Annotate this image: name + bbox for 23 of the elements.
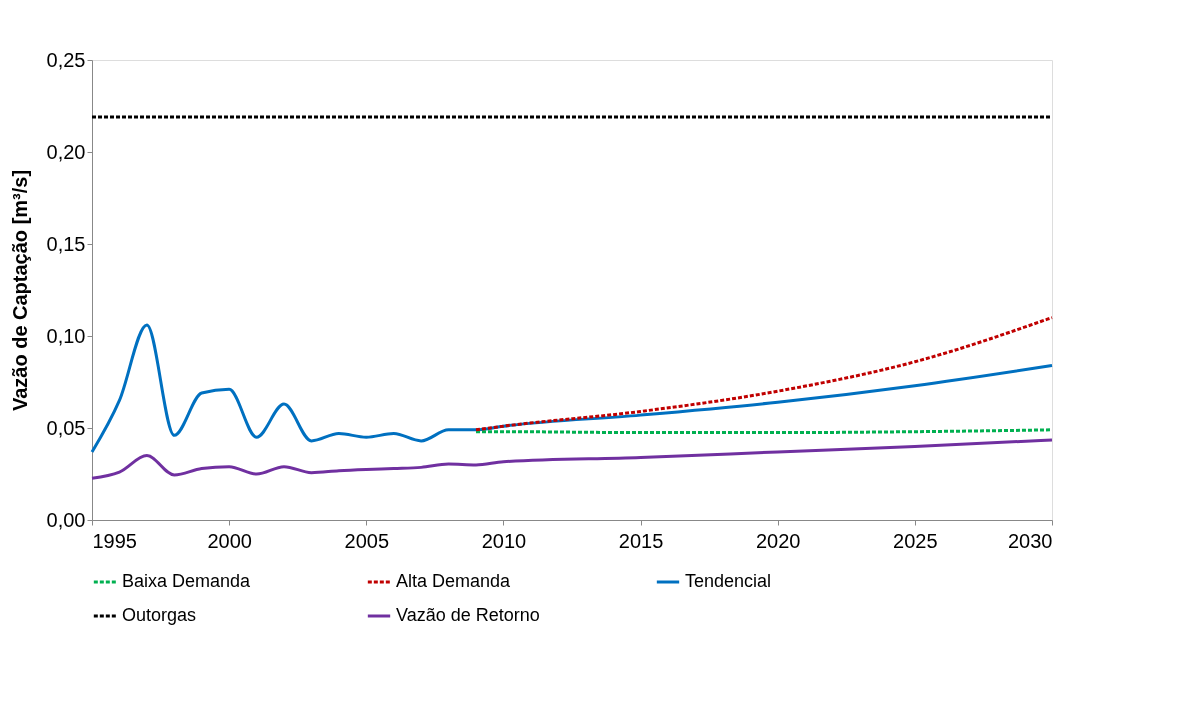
x-tick-label: 2025 [893, 529, 938, 552]
line-series [90, 438, 1054, 480]
y-tick-label: 0,10 [46, 324, 86, 347]
x-tick-label: 2005 [344, 529, 390, 552]
y-axis-title: Vazão de Captação [m³/s] [8, 169, 31, 412]
legend-label: Vazão de Retorno [396, 605, 540, 625]
y-tick-label: 0,05 [46, 416, 86, 439]
y-tick-label: 0,00 [46, 508, 86, 531]
x-tick-label: 2030 [1008, 529, 1053, 552]
y-tick-label: 0,15 [46, 232, 86, 255]
x-tick-label: 2010 [481, 529, 527, 552]
legend-label: Baixa Demanda [122, 571, 252, 591]
legend-label: Outorgas [122, 605, 197, 625]
legend-label: Tendencial [685, 571, 772, 591]
line-series [474, 316, 1054, 432]
x-tick-label: 2000 [207, 529, 252, 552]
y-tick-label: 0,20 [46, 140, 86, 163]
x-tick-label: 2020 [755, 529, 801, 552]
line-series [90, 323, 1054, 454]
x-tick-label: 1995 [92, 529, 137, 552]
x-tick-label: 2015 [618, 529, 664, 552]
legend-label: Alta Demanda [396, 571, 512, 591]
y-tick-label: 0,25 [46, 48, 86, 71]
